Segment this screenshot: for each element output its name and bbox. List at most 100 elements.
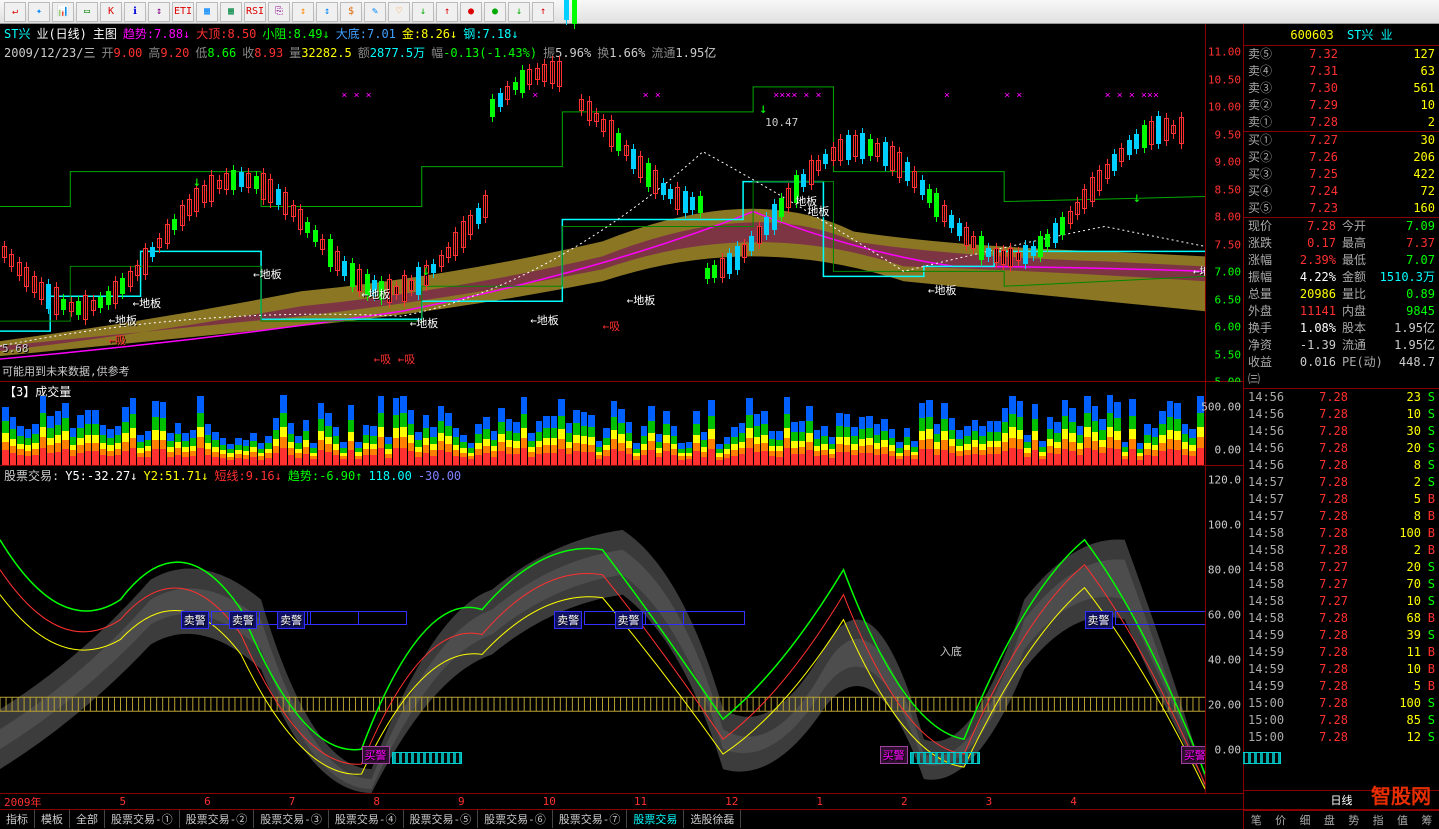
future-note: 可能用到未来数据,供参考 xyxy=(2,363,130,379)
tab-5[interactable]: 股票交易-⑥ xyxy=(478,810,553,828)
trade-row: 14:567.2810S xyxy=(1244,406,1439,423)
toolbar-btn-20[interactable]: ● xyxy=(484,2,506,22)
toolbar-btn-13[interactable]: ↕ xyxy=(316,2,338,22)
bid-row[interactable]: 买⑤7.23160 xyxy=(1244,200,1439,217)
trade-row: 14:567.2823S xyxy=(1244,389,1439,406)
tab-0[interactable]: 股票交易-① xyxy=(105,810,180,828)
watermark: 智股网 xyxy=(1371,780,1431,809)
toolbar-btn-5[interactable]: ℹ xyxy=(124,2,146,22)
buy-alert: 买警 xyxy=(362,746,390,764)
ind-svg xyxy=(0,480,1205,793)
trade-row: 14:567.2820S xyxy=(1244,440,1439,457)
floor-label: ←地板 xyxy=(530,312,559,328)
arrow-down-icon: ↓ xyxy=(759,101,767,117)
floor-label: ←地板 xyxy=(627,292,656,308)
sell-alert: 卖警 xyxy=(615,611,643,629)
stats-block: 现价7.28 今开7.09 涨跌0.17 最高7.37 涨幅2.39% 最低7.… xyxy=(1244,217,1439,388)
suck-label: ←吸 xyxy=(108,332,126,348)
tab-7[interactable]: 股票交易 xyxy=(627,810,684,828)
main-chart-canvas[interactable]: × × ×× × ××××× × × ×× × × × × ××× xyxy=(0,52,1205,381)
ask-row[interactable]: 卖②7.2910 xyxy=(1244,97,1439,114)
stock-header: 600603 ST兴 业 xyxy=(1244,24,1439,46)
toolbar-btn-6[interactable]: ↕ xyxy=(148,2,170,22)
toolbar-btn-10[interactable]: RSI xyxy=(244,2,266,22)
floor-label: ←地板 xyxy=(362,286,391,302)
tab-bar: 指标模板全部股票交易-①股票交易-②股票交易-③股票交易-④股票交易-⑤股票交易… xyxy=(0,810,1243,828)
ind-canvas[interactable]: 卖警卖警卖警卖警卖警卖警买警买警买警入底 xyxy=(0,480,1205,793)
right-panel: 600603 ST兴 业 卖⑤7.32127卖④7.3163卖③7.30561卖… xyxy=(1243,24,1439,829)
volume-pane[interactable]: 【3】成交量 500.00 0.00 xyxy=(0,382,1243,466)
ask-row[interactable]: 卖⑤7.32127 xyxy=(1244,46,1439,63)
ask-row[interactable]: 卖④7.3163 xyxy=(1244,63,1439,80)
toolbar-btn-4[interactable]: K xyxy=(100,2,122,22)
stock-code: 600603 xyxy=(1290,28,1333,42)
toolbar-btn-15[interactable]: ✎ xyxy=(364,2,386,22)
trade-row: 14:597.2810B xyxy=(1244,661,1439,678)
toolbar-btn-8[interactable]: ▦ xyxy=(196,2,218,22)
toolbar-btn-9[interactable]: ▦ xyxy=(220,2,242,22)
tab-4[interactable]: 股票交易-⑤ xyxy=(404,810,479,828)
toolbar-btn-16[interactable]: ♡ xyxy=(388,2,410,22)
stock-name: ST兴 业 xyxy=(1347,28,1393,42)
foot-tab-笔[interactable]: 笔 xyxy=(1244,811,1268,829)
foot-tab-值[interactable]: 值 xyxy=(1390,811,1414,829)
tab-2[interactable]: 股票交易-③ xyxy=(254,810,329,828)
toolbar-btn-17[interactable]: ↓ xyxy=(412,2,434,22)
rp-foot-tabs: 笔价细盘势指值筹 xyxy=(1244,810,1439,829)
stat-row: 振幅4.22% 金额1510.3万 xyxy=(1244,269,1439,286)
low-label: 5.68 xyxy=(2,342,29,355)
stock-title: ST兴 xyxy=(4,25,30,42)
toolbar-btn-3[interactable]: ▭ xyxy=(76,2,98,22)
ind-y-axis: 120.0100.080.0060.0040.0020.000.00 xyxy=(1205,466,1243,793)
suck-label: ←吸 xyxy=(603,318,621,334)
toolbar-btn-11[interactable]: ⎘ xyxy=(268,2,290,22)
toolbar-btn-2[interactable]: 📊 xyxy=(52,2,74,22)
toolbar-btn-19[interactable]: ● xyxy=(460,2,482,22)
tab-3[interactable]: 股票交易-④ xyxy=(329,810,404,828)
tab-1[interactable]: 股票交易-② xyxy=(180,810,255,828)
floor-label: ←地板 xyxy=(133,295,162,311)
tab-6[interactable]: 股票交易-⑦ xyxy=(553,810,628,828)
stat-row: 净资-1.39 流通1.95亿 xyxy=(1244,337,1439,354)
trade-row: 15:007.2885S xyxy=(1244,712,1439,729)
tab-8[interactable]: 选股徐磊 xyxy=(684,810,741,828)
trade-row: 14:577.282S xyxy=(1244,474,1439,491)
toolbar-btn-14[interactable]: $ xyxy=(340,2,362,22)
toolbar-btn-21[interactable]: ↓ xyxy=(508,2,530,22)
foot-tab-指[interactable]: 指 xyxy=(1366,811,1390,829)
toolbar-btn-18[interactable]: ↑ xyxy=(436,2,458,22)
foot-tab-盘[interactable]: 盘 xyxy=(1317,811,1341,829)
tab-指标[interactable]: 指标 xyxy=(0,810,35,828)
ask-row[interactable]: 卖①7.282 xyxy=(1244,114,1439,131)
foot-tab-势[interactable]: 势 xyxy=(1342,811,1366,829)
trade-row: 14:597.285B xyxy=(1244,678,1439,695)
tab-全部[interactable]: 全部 xyxy=(70,810,105,828)
bid-row[interactable]: 买①7.2730 xyxy=(1244,132,1439,149)
sell-alert: 卖警 xyxy=(277,611,305,629)
toolbar-btn-1[interactable]: ✦ xyxy=(28,2,50,22)
indicator-pane[interactable]: 股票交易:Y5:-32.27↓Y2:51.71↓短线:9.16↓趋势:-6.90… xyxy=(0,466,1243,794)
bid-row[interactable]: 买③7.25422 xyxy=(1244,166,1439,183)
arrow-down-icon: ↓ xyxy=(1133,190,1141,206)
trade-row: 14:587.2770S xyxy=(1244,576,1439,593)
floor-label: ←地板 xyxy=(253,266,282,282)
main-chart-pane[interactable]: ST兴 业(日线) 主图趋势:7.88↓大顶:8.50小阻:8.49↓大底:7.… xyxy=(0,24,1243,382)
bid-row[interactable]: 买④7.2472 xyxy=(1244,183,1439,200)
foot-tab-价[interactable]: 价 xyxy=(1268,811,1292,829)
tab-模板[interactable]: 模板 xyxy=(35,810,70,828)
peak-label: 10.47 xyxy=(765,116,798,129)
toolbar-btn-0[interactable]: ↵ xyxy=(4,2,26,22)
toolbar-btn-7[interactable]: ETI xyxy=(172,2,194,22)
sell-alert: 卖警 xyxy=(229,611,257,629)
bid-row[interactable]: 买②7.26206 xyxy=(1244,149,1439,166)
toolbar-btn-22[interactable]: ↑ xyxy=(532,2,554,22)
sell-alert: 卖警 xyxy=(1085,611,1113,629)
stat-row: 外盘11141 内盘9845 xyxy=(1244,303,1439,320)
foot-tab-筹[interactable]: 筹 xyxy=(1415,811,1439,829)
sell-alert: 卖警 xyxy=(554,611,582,629)
suck-label: ←吸 xyxy=(374,351,392,367)
ask-row[interactable]: 卖③7.30561 xyxy=(1244,80,1439,97)
toolbar-btn-12[interactable]: ↕ xyxy=(292,2,314,22)
foot-tab-细[interactable]: 细 xyxy=(1293,811,1317,829)
vol-y-axis: 500.00 0.00 xyxy=(1205,382,1243,465)
